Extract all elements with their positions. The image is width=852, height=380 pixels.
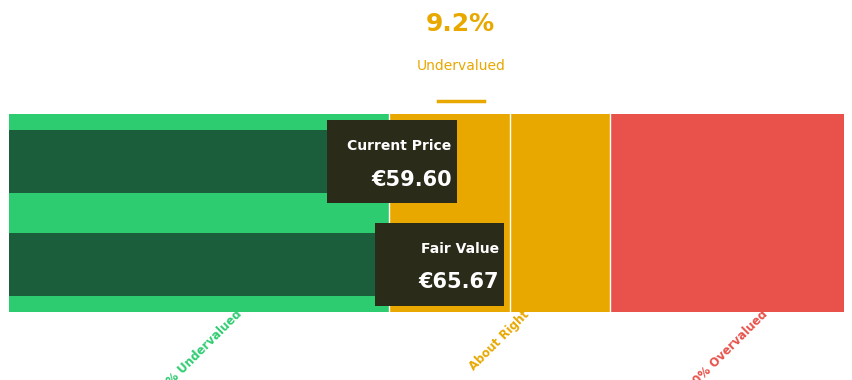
Text: 20% Overvalued: 20% Overvalued: [684, 308, 769, 380]
Bar: [326, 120, 456, 203]
Text: Current Price: Current Price: [347, 139, 451, 154]
Text: 9.2%: 9.2%: [426, 11, 495, 36]
Bar: [9, 193, 456, 203]
Bar: [9, 233, 504, 296]
Bar: [9, 223, 504, 233]
Bar: [374, 223, 504, 306]
Text: Fair Value: Fair Value: [421, 242, 498, 256]
Bar: [389, 114, 610, 312]
Bar: [9, 120, 456, 130]
Bar: [9, 296, 504, 306]
Text: 20% Undervalued: 20% Undervalued: [153, 308, 245, 380]
Bar: [9, 130, 456, 193]
Text: €65.67: €65.67: [418, 272, 498, 293]
Bar: [9, 114, 389, 312]
Text: About Right: About Right: [467, 308, 532, 373]
Text: Undervalued: Undervalued: [416, 59, 504, 73]
Text: €59.60: €59.60: [371, 170, 451, 190]
Bar: [610, 114, 843, 312]
